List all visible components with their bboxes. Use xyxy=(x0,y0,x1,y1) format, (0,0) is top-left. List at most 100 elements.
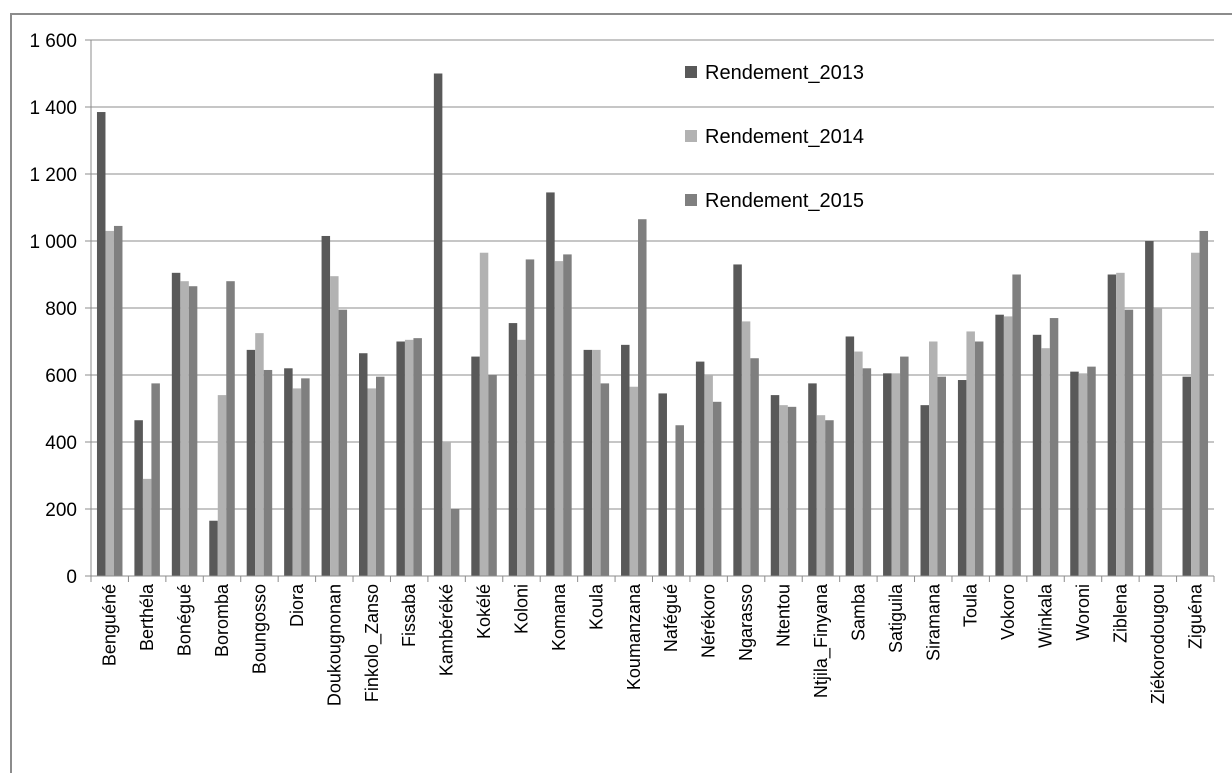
bar-rendement_2014-19 xyxy=(816,415,826,576)
x-tick-label: Woroni xyxy=(1073,584,1093,641)
bar-rendement_2013-16 xyxy=(695,361,705,576)
x-axis-labels: Benguéné Berthéla Bonégué Boromba Boungosso D… xyxy=(100,583,1206,706)
y-tick-label: 0 xyxy=(66,567,77,588)
bar-rendement_2013-6 xyxy=(321,235,331,576)
bar-rendement_2015-17 xyxy=(750,358,759,576)
bar-rendement_2015-8 xyxy=(413,338,422,576)
bar-rendement_2013-27 xyxy=(1107,274,1117,576)
bar-rendement_2014-2 xyxy=(180,281,189,576)
legend-label-rendement_2015: Rendement_2015 xyxy=(705,190,864,212)
bar-rendement_2014-5 xyxy=(292,388,302,576)
bar-rendement_2014-3 xyxy=(217,395,227,576)
bar-rendement_2015-2 xyxy=(188,286,198,576)
x-tick-label: Boungosso xyxy=(249,584,269,674)
x-tick-label: Ntentou xyxy=(774,584,794,647)
bar-rendement_2013-10 xyxy=(471,356,480,576)
bar-rendement_2015-12 xyxy=(563,254,572,576)
bar-rendement_2014-4 xyxy=(255,333,264,577)
bar-rendement_2014-9 xyxy=(442,442,451,576)
x-tick-label: Koumanzana xyxy=(624,583,644,690)
gridlines xyxy=(91,39,1214,510)
y-tick-label: 200 xyxy=(45,500,77,521)
bar-rendement_2013-8 xyxy=(396,341,405,576)
bar-rendement_2014-8 xyxy=(404,339,414,576)
legend-swatch-rendement_2013 xyxy=(685,66,697,78)
x-tick-label: Komana xyxy=(549,583,569,651)
bar-rendement_2015-14 xyxy=(638,219,647,576)
bar-rendement_2013-5 xyxy=(284,368,293,576)
bar-rendement_2015-3 xyxy=(226,281,235,576)
bar-rendement_2015-26 xyxy=(1087,366,1096,577)
y-tick-label: 600 xyxy=(45,366,77,387)
bar-rendement_2013-28 xyxy=(1145,241,1154,576)
bar-rendement_2015-1 xyxy=(151,383,160,577)
x-tick-label: Ntjila_Finyana xyxy=(811,583,832,698)
y-tick-label: 800 xyxy=(45,299,77,320)
chart-frame xyxy=(10,13,1232,773)
bar-rendement_2013-29 xyxy=(1182,376,1192,576)
x-tick-label: Winkala xyxy=(1036,583,1056,648)
x-tick-label: Diora xyxy=(287,583,307,627)
x-tick-label: Siramana xyxy=(923,583,943,661)
x-tick-label: Nafégué xyxy=(661,584,681,652)
bar-rendement_2014-28 xyxy=(1153,308,1163,576)
bar-rendement_2014-7 xyxy=(367,388,376,576)
bar-rendement_2014-27 xyxy=(1116,272,1125,576)
bar-rendement_2015-24 xyxy=(1012,274,1021,576)
legend-swatch-rendement_2014 xyxy=(685,130,697,142)
bar-rendement_2014-18 xyxy=(779,405,788,576)
bar-rendement_2015-13 xyxy=(600,383,610,577)
bar-rendement_2015-27 xyxy=(1124,309,1134,576)
bar-rendement_2015-5 xyxy=(301,378,310,576)
bar-rendement_2013-9 xyxy=(433,73,443,576)
axes xyxy=(90,40,1215,582)
x-tick-label: Toula xyxy=(961,583,981,627)
y-tick-label: 1 200 xyxy=(29,165,77,186)
y-tick-label: 1 600 xyxy=(29,31,77,52)
bar-rendement_2015-20 xyxy=(862,368,872,576)
bar-rendement_2014-13 xyxy=(592,349,601,577)
bar-rendement_2015-19 xyxy=(825,420,834,576)
bar-rendement_2013-25 xyxy=(1032,334,1042,576)
x-tick-label: Ngarasso xyxy=(736,584,756,661)
x-tick-label: Benguéné xyxy=(100,584,120,666)
bar-rendement_2013-4 xyxy=(246,349,256,577)
x-tick-label: Kokélé xyxy=(474,584,494,639)
x-tick-label: Kambéréké xyxy=(437,584,457,676)
bar-rendement_2014-12 xyxy=(554,261,564,576)
bar-rendement_2013-19 xyxy=(808,383,817,577)
bar-rendement_2013-17 xyxy=(733,264,742,576)
x-tick-label: Finkolo_Zanso xyxy=(362,584,383,702)
bar-rendement_2013-26 xyxy=(1070,371,1079,576)
bar-rendement_2014-6 xyxy=(330,276,339,576)
bar-rendement_2013-2 xyxy=(171,272,181,576)
bar-rendement_2014-29 xyxy=(1191,252,1200,576)
bar-rendement_2015-22 xyxy=(937,376,946,576)
x-tick-label: Ziékorodougou xyxy=(1148,584,1168,704)
bar-rendement_2013-20 xyxy=(845,336,855,576)
bar-rendement_2013-18 xyxy=(770,395,780,576)
bar-rendement_2014-17 xyxy=(741,321,751,576)
bar-rendement_2014-11 xyxy=(517,339,526,576)
bar-rendement_2014-21 xyxy=(891,373,901,576)
bar-rendement_2015-7 xyxy=(376,376,385,576)
bar-rendement_2015-6 xyxy=(338,309,348,576)
bar-rendement_2014-23 xyxy=(966,331,975,576)
bar-rendement_2015-21 xyxy=(900,356,909,576)
x-tick-label: Doukougnonan xyxy=(324,584,344,706)
bar-rendement_2013-3 xyxy=(209,520,218,576)
bar-rendement_2014-22 xyxy=(929,341,938,576)
bar-rendement_2015-15 xyxy=(675,425,684,576)
x-tick-label: Ziblena xyxy=(1110,583,1130,643)
y-tick-label: 400 xyxy=(45,433,77,454)
bar-rendement_2013-21 xyxy=(883,373,892,576)
y-tick-label: 1 400 xyxy=(29,98,77,119)
bar-rendement_2015-18 xyxy=(787,406,797,576)
bar-rendement_2014-0 xyxy=(105,230,114,576)
bar-rendement_2014-25 xyxy=(1041,348,1050,576)
x-tick-label: Fissaba xyxy=(399,583,419,647)
bars xyxy=(96,73,1209,577)
bar-rendement_2013-23 xyxy=(957,380,967,576)
bar-rendement_2014-10 xyxy=(479,252,489,576)
